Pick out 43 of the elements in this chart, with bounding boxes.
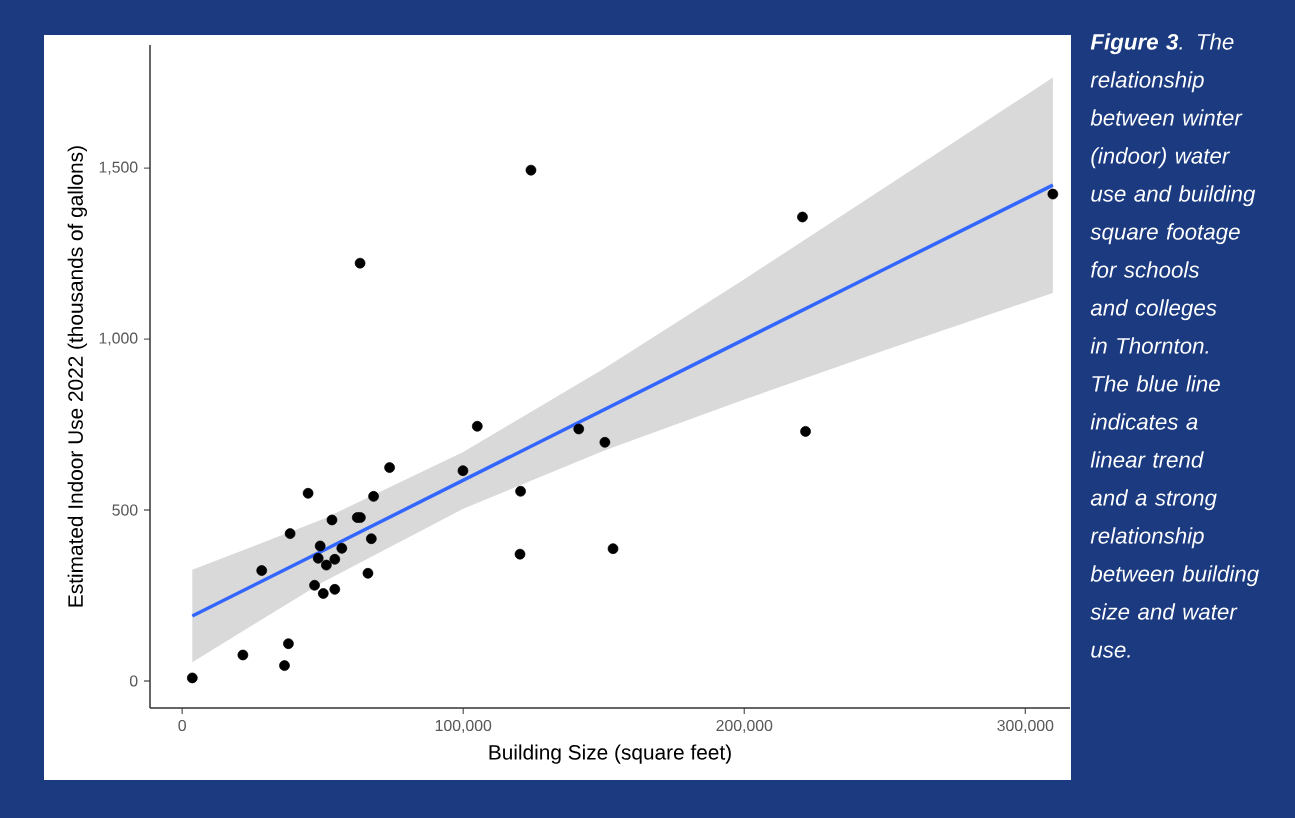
point xyxy=(607,543,619,554)
point xyxy=(186,672,198,684)
point xyxy=(457,465,469,477)
point xyxy=(283,638,294,650)
point xyxy=(471,420,483,432)
x-tick-label: 100,000 xyxy=(435,719,492,733)
y-tick-label: 1,000 xyxy=(99,332,138,346)
point xyxy=(309,579,320,591)
point xyxy=(321,559,332,571)
point xyxy=(336,542,348,554)
point xyxy=(797,211,808,223)
y-tick-label: 500 xyxy=(112,504,138,516)
point xyxy=(515,485,526,497)
x-tick-label: 300,000 xyxy=(997,719,1054,733)
point xyxy=(384,462,395,473)
point xyxy=(237,649,249,661)
x-axis-title: Building Size (square feet) xyxy=(489,744,731,764)
point xyxy=(256,565,268,576)
point xyxy=(599,436,611,448)
y-tick-label: 0 xyxy=(129,675,138,687)
point xyxy=(317,588,329,599)
point xyxy=(284,528,296,539)
point xyxy=(365,533,377,545)
y-axis-title: Estimated Indoor Use 2022 (thousands of gallons) xyxy=(67,146,88,607)
point xyxy=(362,567,374,579)
point xyxy=(354,257,366,269)
x-tick-label: 200,000 xyxy=(716,719,773,733)
point xyxy=(329,584,341,595)
point xyxy=(312,552,324,564)
point xyxy=(326,514,338,526)
text: Figure 3. The relationship between winter (indoor) water use and building square footage for schools and colleges in Thornton. The blue line indicates a linear trend and a strong relationship between building size and water use. xyxy=(1090,33,1259,658)
x-tick-label: 0 xyxy=(178,719,186,732)
point xyxy=(514,548,526,560)
point xyxy=(573,423,585,435)
point xyxy=(279,660,290,671)
point xyxy=(800,426,811,437)
y-tick-label: 1,500 xyxy=(99,161,138,175)
point xyxy=(525,164,537,176)
point xyxy=(314,540,326,552)
point xyxy=(368,491,379,502)
point xyxy=(1047,188,1059,200)
point xyxy=(329,553,341,565)
point xyxy=(302,487,314,499)
